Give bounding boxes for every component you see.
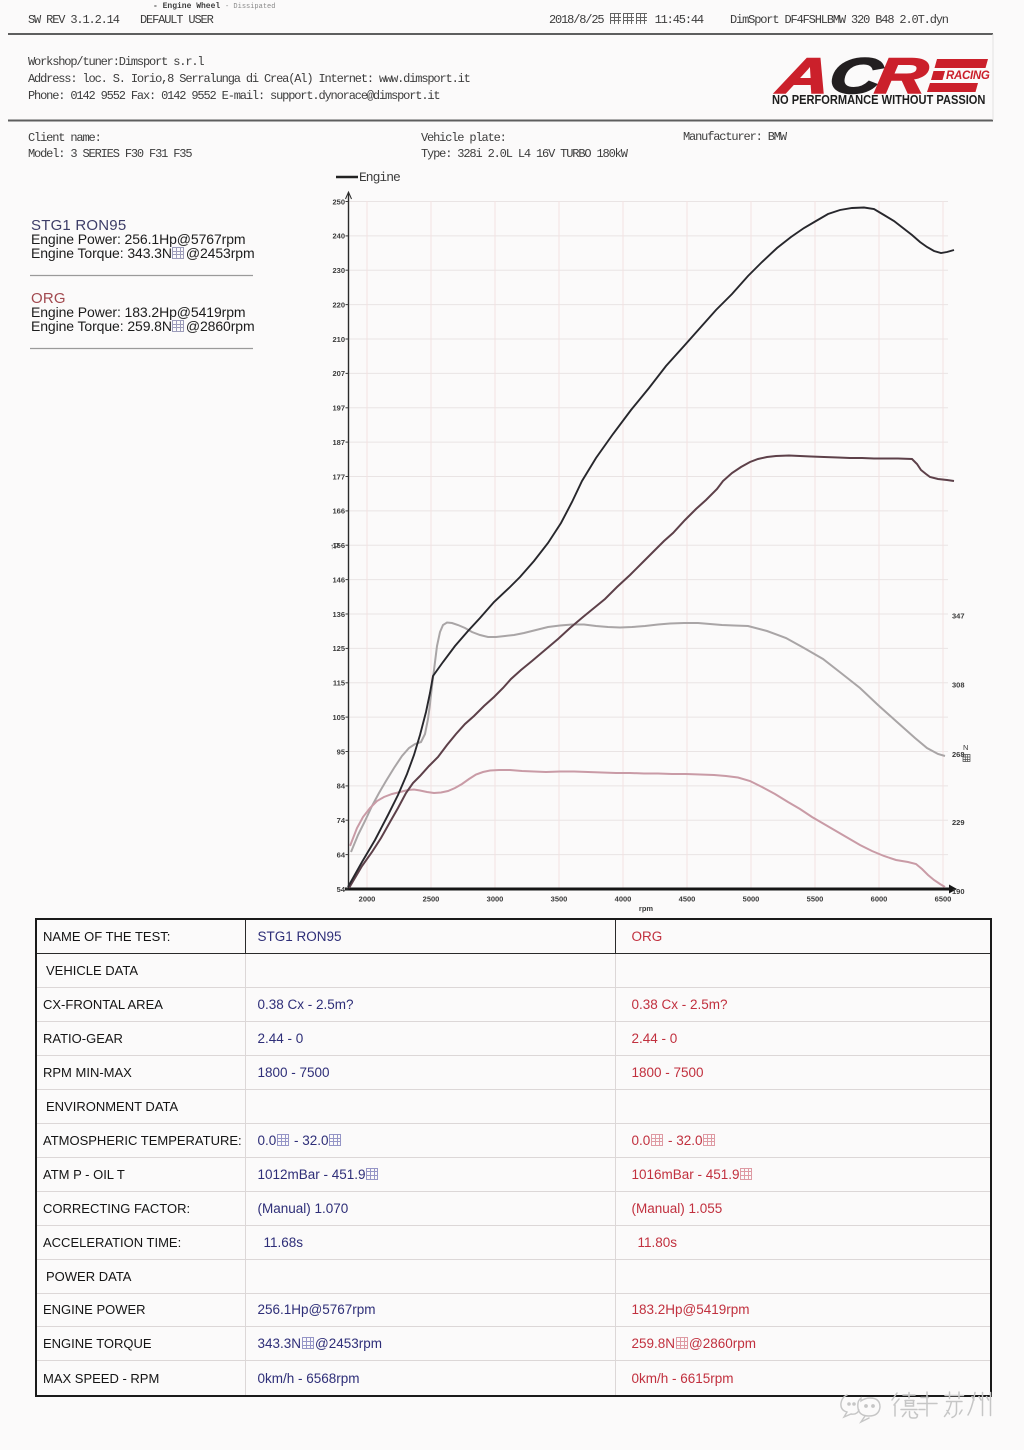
svg-text:207: 207 <box>332 369 345 378</box>
svg-text:125: 125 <box>332 644 345 653</box>
svg-text:229: 229 <box>952 818 965 827</box>
svg-text:250: 250 <box>332 197 345 206</box>
svg-text:240: 240 <box>332 232 345 241</box>
svg-text:115: 115 <box>333 679 345 688</box>
svg-text:220: 220 <box>332 300 345 309</box>
svg-text:105: 105 <box>332 713 345 722</box>
svg-text:54: 54 <box>337 885 346 894</box>
svg-text:308: 308 <box>952 681 965 690</box>
svg-text:2500: 2500 <box>423 895 440 904</box>
svg-text:NO PERFORMANCE WITHOUT PASSION: NO PERFORMANCE WITHOUT PASSION <box>772 92 985 107</box>
svg-text:N: N <box>963 743 968 752</box>
svg-text:210: 210 <box>332 335 345 344</box>
svg-text:177: 177 <box>332 472 345 481</box>
svg-text:RACING: RACING <box>946 70 990 82</box>
svg-text:3500: 3500 <box>551 895 568 904</box>
svg-text:268: 268 <box>952 750 965 759</box>
svg-text:A: A <box>772 48 834 104</box>
svg-text:4500: 4500 <box>679 895 696 904</box>
svg-text:197: 197 <box>332 404 345 413</box>
svg-text:R: R <box>872 48 932 104</box>
svg-text:5500: 5500 <box>807 895 824 904</box>
svg-text:146: 146 <box>332 575 345 584</box>
svg-text:347: 347 <box>952 612 965 621</box>
svg-text:5000: 5000 <box>743 895 760 904</box>
svg-text:↑P: ↑P <box>330 542 339 551</box>
svg-text:156: 156 <box>332 541 345 550</box>
svg-text:4000: 4000 <box>615 895 632 904</box>
svg-text:84: 84 <box>337 782 346 791</box>
svg-text:C: C <box>826 48 887 104</box>
svg-text:rpm: rpm <box>639 904 654 913</box>
svg-text:74: 74 <box>337 816 346 825</box>
svg-text:166: 166 <box>332 507 345 516</box>
svg-text:187: 187 <box>332 438 345 447</box>
svg-text:6000: 6000 <box>871 895 888 904</box>
svg-text:95: 95 <box>337 747 345 756</box>
svg-text:190: 190 <box>952 887 965 896</box>
svg-text:230: 230 <box>332 266 345 275</box>
svg-text:6500: 6500 <box>935 895 952 904</box>
svg-text:2000: 2000 <box>359 895 376 904</box>
svg-text:136: 136 <box>332 610 345 619</box>
svg-text:3000: 3000 <box>487 895 504 904</box>
svg-text:64: 64 <box>337 850 346 859</box>
